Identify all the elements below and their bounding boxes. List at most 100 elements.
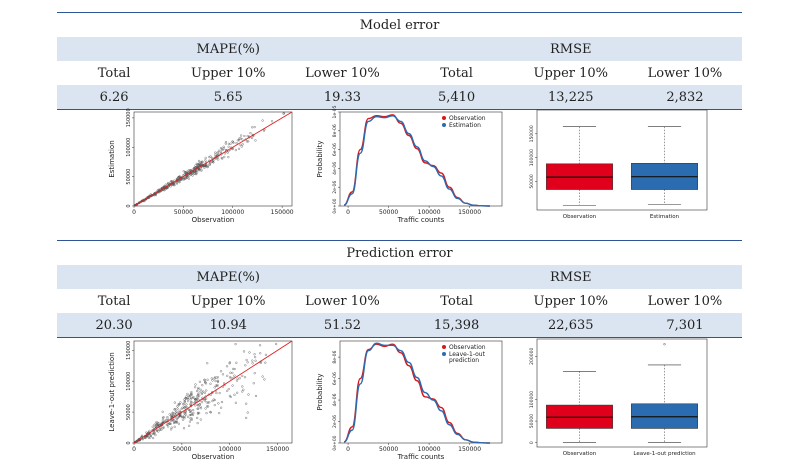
- scatter-point: [226, 389, 229, 392]
- scatter-point: [153, 423, 156, 427]
- scatter-point: [140, 434, 144, 437]
- scatter-point: [240, 145, 243, 148]
- scatter-point: [204, 159, 207, 162]
- scatter-point: [188, 413, 192, 417]
- value-cell: 5,410: [437, 89, 476, 105]
- scatter-point: [156, 421, 159, 424]
- x-tick-label: 0: [346, 209, 350, 216]
- scatter-point: [204, 381, 207, 384]
- x-tick-label: 150000: [458, 209, 481, 216]
- value-cell: 51.52: [323, 317, 362, 333]
- scatter-point: [185, 170, 188, 174]
- scatter-point: [173, 179, 176, 182]
- scatter-point: [247, 140, 250, 143]
- scatter-point: [245, 416, 248, 419]
- scatter-point: [259, 352, 262, 355]
- scatter-point: [229, 142, 232, 145]
- scatter-point: [227, 156, 230, 159]
- scatter-point: [231, 147, 234, 151]
- col-header: Total: [97, 65, 131, 81]
- scatter-point: [187, 177, 191, 180]
- scatter-point: [171, 414, 174, 417]
- scatter-point: [190, 391, 193, 394]
- scatter-point: [264, 361, 267, 364]
- plot-frame: [339, 340, 503, 444]
- x-tick-label: 150000: [266, 446, 289, 453]
- scatter-point: [190, 396, 193, 399]
- scatter-point: [241, 138, 244, 141]
- value-cell: 15,398: [433, 317, 480, 333]
- scatter-point: [197, 386, 200, 390]
- scatter-point: [213, 404, 216, 407]
- y-tick-label: 100000: [126, 138, 132, 157]
- scatter-point: [194, 164, 197, 167]
- scatter-point: [198, 164, 201, 167]
- scatter-point: [231, 371, 234, 374]
- scatter-point: [195, 397, 198, 400]
- scatter-point: [188, 174, 191, 177]
- x-axis-label: Observation: [192, 216, 235, 224]
- y-tick-label: 50000: [529, 174, 535, 188]
- scatter-point: [200, 401, 204, 404]
- scatter-point: [182, 406, 186, 409]
- scatter-point: [175, 417, 179, 421]
- scatter-point: [235, 361, 238, 364]
- scatter-point: [184, 397, 187, 400]
- col-header: Lower 10%: [305, 65, 380, 81]
- scatter-point: [197, 159, 201, 163]
- x-axis-label: Traffic counts: [397, 216, 445, 224]
- scatter-point: [189, 417, 192, 420]
- scatter-point: [241, 385, 244, 388]
- value-cell: 22,635: [548, 317, 594, 333]
- scatter-point: [253, 372, 256, 375]
- col-header: Total: [440, 65, 473, 81]
- legend-label: prediction: [449, 357, 479, 364]
- scatter-point: [248, 351, 251, 354]
- scatter-point: [253, 353, 256, 356]
- scatter-point: [156, 428, 159, 431]
- y-tick-label: 4e-06: [332, 393, 338, 406]
- scatter-point: [186, 396, 189, 400]
- section-title: Prediction error: [57, 240, 742, 265]
- y-axis-label: Probability: [316, 373, 324, 410]
- scatter-point: [210, 156, 214, 160]
- scatter-point: [186, 415, 190, 418]
- scatter-point: [194, 397, 197, 401]
- scatter-point: [151, 425, 154, 428]
- scatter-point: [250, 136, 254, 140]
- y-tick-label: 4e-06: [332, 162, 338, 175]
- scatter-point: [187, 408, 190, 411]
- scatter-point: [182, 403, 185, 406]
- scatter-point: [197, 407, 200, 410]
- scatter-point: [227, 387, 230, 391]
- scatter-point: [166, 182, 170, 185]
- x-tick-label: 100000: [418, 446, 441, 453]
- scatter-point: [203, 391, 206, 394]
- x-tick-label: 100000: [218, 446, 241, 453]
- scatter-point: [161, 427, 164, 430]
- scatter-point: [149, 436, 152, 439]
- scatter-point: [218, 412, 221, 415]
- scatter-point: [270, 120, 274, 123]
- scatter-point: [184, 411, 187, 414]
- scatter-point: [186, 176, 189, 179]
- scatter-point: [190, 417, 193, 420]
- scatter-point: [208, 156, 211, 159]
- y-tick-label: 0: [126, 204, 132, 207]
- scatter-point: [225, 365, 229, 368]
- scatter-point: [173, 408, 176, 411]
- scatter-point: [173, 425, 176, 428]
- scatter-point: [170, 180, 174, 183]
- box-body: [631, 403, 698, 429]
- scatter-point: [235, 141, 238, 145]
- scatter-point: [182, 170, 185, 173]
- scatter-point: [206, 378, 209, 381]
- scatter-point: [199, 162, 203, 165]
- scatter-point: [187, 398, 190, 401]
- scatter-point: [218, 392, 221, 395]
- scatter-point: [252, 382, 255, 385]
- scatter-point: [203, 164, 206, 168]
- box-label: Estimation: [650, 214, 680, 220]
- scatter-point: [199, 418, 202, 421]
- scatter-point: [217, 402, 220, 405]
